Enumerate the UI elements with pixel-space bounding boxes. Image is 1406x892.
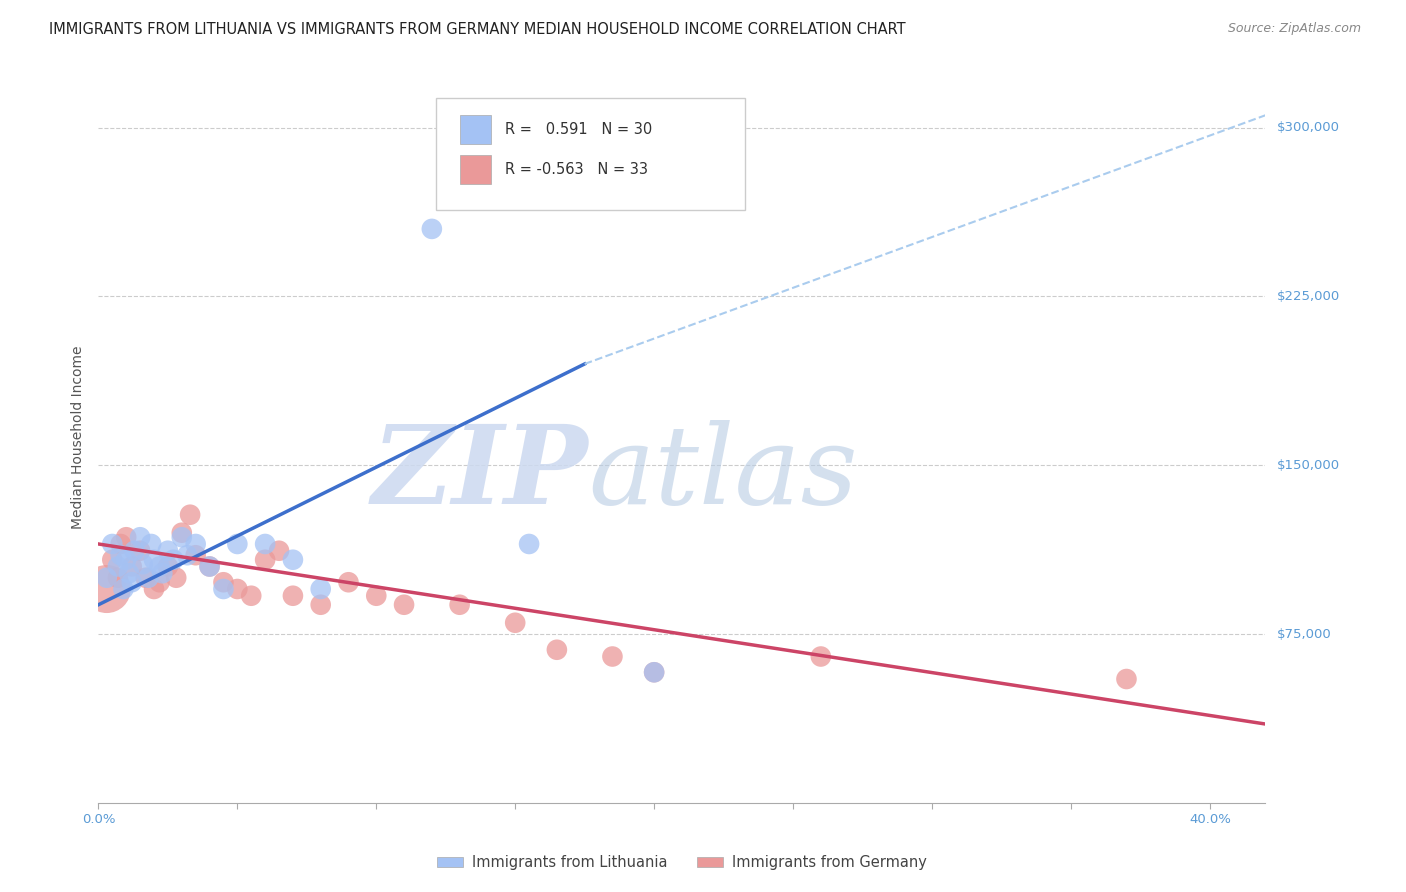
Point — [309, 582, 332, 596]
Text: Source: ZipAtlas.com: Source: ZipAtlas.com — [1227, 22, 1361, 36]
Point — [198, 559, 221, 574]
Point — [281, 553, 304, 567]
Point — [184, 548, 207, 562]
Point — [162, 553, 184, 567]
Point — [226, 582, 249, 596]
Point — [1115, 672, 1137, 686]
Point — [643, 665, 665, 680]
Text: $150,000: $150,000 — [1277, 458, 1340, 472]
Point — [366, 589, 388, 603]
Y-axis label: Median Household Income: Median Household Income — [70, 345, 84, 529]
Legend: Immigrants from Lithuania, Immigrants from Germany: Immigrants from Lithuania, Immigrants fr… — [432, 849, 932, 876]
Point — [143, 553, 166, 567]
Point — [121, 559, 143, 574]
Point — [148, 559, 170, 574]
Point — [170, 525, 193, 540]
Point — [176, 548, 198, 562]
Point — [112, 582, 135, 596]
Point — [810, 649, 832, 664]
Point — [107, 571, 129, 585]
Point — [129, 530, 152, 544]
Point — [449, 598, 471, 612]
Point — [156, 559, 179, 574]
Point — [198, 559, 221, 574]
Point — [212, 582, 235, 596]
Point — [110, 537, 132, 551]
Point — [179, 508, 201, 522]
Point — [267, 543, 290, 558]
Point — [107, 559, 129, 574]
Point — [503, 615, 526, 630]
Point — [135, 571, 157, 585]
Point — [156, 543, 179, 558]
Point — [170, 530, 193, 544]
Point — [115, 553, 138, 567]
Point — [184, 537, 207, 551]
Text: R =   0.591   N = 30: R = 0.591 N = 30 — [505, 122, 652, 136]
Point — [643, 665, 665, 680]
Point — [141, 537, 163, 551]
Point — [309, 598, 332, 612]
Point — [132, 558, 155, 572]
Point — [124, 543, 146, 558]
Point — [101, 553, 124, 567]
Text: ZIP: ZIP — [373, 420, 589, 527]
Point — [96, 571, 118, 585]
Point — [96, 582, 118, 596]
Point — [254, 537, 277, 551]
Point — [281, 589, 304, 603]
Point — [115, 530, 138, 544]
Text: IMMIGRANTS FROM LITHUANIA VS IMMIGRANTS FROM GERMANY MEDIAN HOUSEHOLD INCOME COR: IMMIGRANTS FROM LITHUANIA VS IMMIGRANTS … — [49, 22, 905, 37]
Point — [150, 566, 173, 581]
Text: atlas: atlas — [589, 420, 858, 527]
Point — [148, 575, 170, 590]
Point — [138, 571, 160, 585]
Point — [143, 582, 166, 596]
Text: R = -0.563   N = 33: R = -0.563 N = 33 — [505, 162, 648, 177]
Point — [546, 642, 568, 657]
Point — [517, 537, 540, 551]
Point — [337, 575, 360, 590]
Point — [240, 589, 263, 603]
Point — [129, 543, 152, 558]
Point — [110, 548, 132, 562]
Point — [226, 537, 249, 551]
Text: $300,000: $300,000 — [1277, 121, 1340, 134]
Point — [212, 575, 235, 590]
Point — [121, 575, 143, 590]
Point — [118, 566, 141, 581]
Text: $75,000: $75,000 — [1277, 627, 1331, 640]
Point — [420, 222, 443, 236]
Point — [254, 553, 277, 567]
Point — [602, 649, 624, 664]
Text: $225,000: $225,000 — [1277, 290, 1340, 303]
Point — [165, 571, 187, 585]
Point — [101, 537, 124, 551]
Point — [392, 598, 415, 612]
